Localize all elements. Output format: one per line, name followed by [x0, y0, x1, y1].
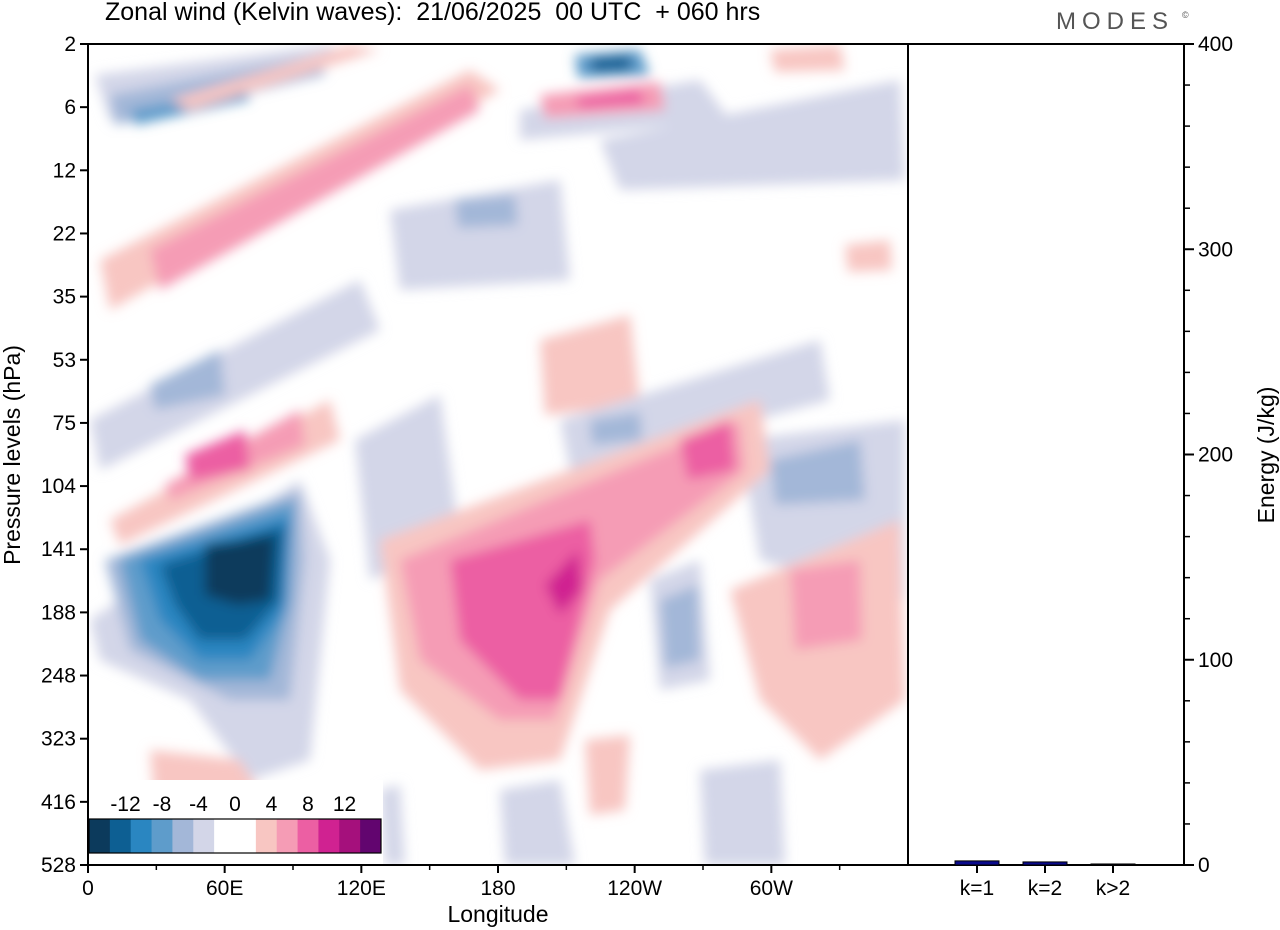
- pressure-tick-label: 416: [41, 791, 76, 814]
- longitude-tick-label: 120W: [607, 877, 662, 900]
- colorbar-label: 4: [266, 793, 278, 816]
- pressure-tick-label: 2: [64, 33, 76, 56]
- energy-axis-title: Energy (J/kg): [1253, 387, 1279, 524]
- colorbar-swatch: [339, 819, 361, 853]
- energy-bars: [954, 860, 1136, 866]
- longitude-tick-label: 180: [480, 877, 515, 900]
- colorbar-swatch: [130, 819, 153, 853]
- colorbar-label: 12: [333, 793, 356, 816]
- pressure-tick-label: 53: [53, 349, 76, 372]
- energy-bar: [1022, 861, 1068, 866]
- colorbar-labels: -12 -8 -4 0 4 8 12: [110, 793, 356, 816]
- colorbar-swatch: [193, 819, 215, 853]
- colorbar-swatch: [172, 819, 194, 853]
- longitude-tick-label: 60W: [750, 877, 793, 900]
- x-axis-title: Longitude: [447, 901, 548, 927]
- energy-tick-label: 300: [1198, 238, 1233, 261]
- energy-category-label: k=1: [960, 877, 994, 900]
- colorbar-swatch: [318, 819, 340, 853]
- colorbar-swatch: [214, 819, 236, 853]
- pressure-tick-label: 35: [53, 286, 76, 309]
- colorbar-swatch: [276, 819, 299, 853]
- pressure-axis: 2 6 12 22 35 53 75 104 141 188 248 323 416 528: [41, 33, 88, 877]
- pressure-tick-label: 75: [53, 412, 76, 435]
- pressure-tick-label: 248: [41, 665, 76, 688]
- energy-bar: [1090, 863, 1136, 866]
- energy-tick-label: 200: [1198, 444, 1233, 467]
- longitude-axis: 0 60E 120E 180 120W 60W: [82, 865, 841, 900]
- pressure-tick-label: 188: [41, 601, 76, 624]
- pressure-tick-label: 141: [41, 538, 76, 561]
- energy-bar: [954, 860, 1000, 866]
- pressure-tick-label: 323: [41, 728, 76, 751]
- longitude-tick-label: 0: [82, 877, 94, 900]
- longitude-tick-label: 120E: [337, 877, 386, 900]
- colorbar-swatch: [297, 819, 319, 853]
- pressure-tick-label: 12: [53, 159, 76, 182]
- energy-axis: 0 100 200 300 400: [1184, 33, 1233, 877]
- colorbar-label: -12: [110, 793, 140, 816]
- colorbar-swatch: [109, 819, 132, 853]
- colorbar-swatch: [151, 819, 173, 853]
- colorbar-swatch: [255, 819, 278, 853]
- colorbar-swatch: [360, 819, 382, 853]
- energy-categories: k=1 k=2 k>2: [960, 865, 1130, 900]
- modes-brand-logo: MODES: [1056, 8, 1175, 35]
- colorbar-label: 0: [229, 793, 241, 816]
- energy-tick-label: 0: [1198, 854, 1210, 877]
- pressure-tick-label: 6: [64, 96, 76, 119]
- colorbar: [88, 818, 382, 854]
- pressure-tick-label: 528: [41, 854, 76, 877]
- colorbar-swatch: [235, 819, 257, 853]
- chart-title: Zonal wind (Kelvin waves): 21/06/2025 00…: [105, 0, 761, 26]
- energy-category-label: k>2: [1096, 877, 1130, 900]
- pressure-tick-label: 22: [53, 222, 76, 245]
- copyright-mark: ©: [1182, 10, 1189, 20]
- pressure-tick-label: 104: [41, 475, 76, 498]
- energy-category-label: k=2: [1028, 877, 1062, 900]
- zonal-wind-field: [88, 44, 908, 865]
- colorbar-label: -8: [153, 793, 172, 816]
- energy-tick-label: 400: [1198, 33, 1233, 56]
- colorbar-swatch: [89, 819, 111, 853]
- longitude-tick-label: 60E: [206, 877, 243, 900]
- colorbar-label: 8: [302, 793, 314, 816]
- colorbar-label: -4: [189, 793, 208, 816]
- y-axis-title: Pressure levels (hPa): [0, 345, 25, 565]
- energy-tick-label: 100: [1198, 649, 1233, 672]
